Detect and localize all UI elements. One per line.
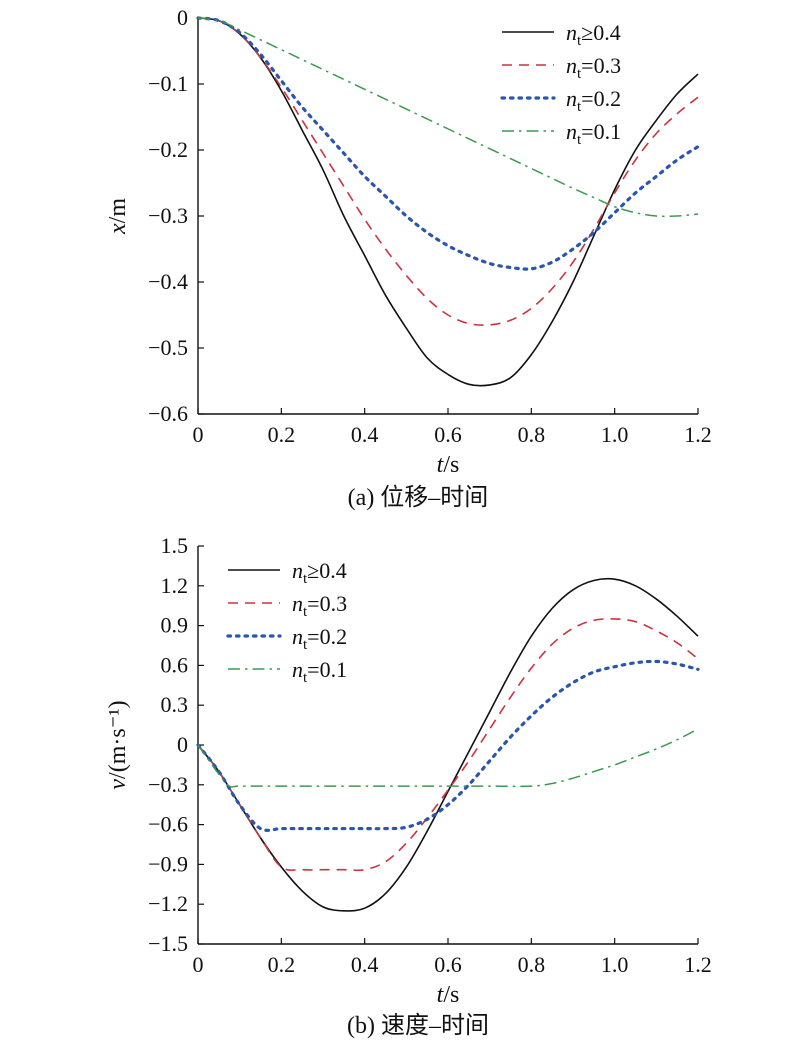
x-tick-label: 0.4 xyxy=(351,422,379,447)
figure-caption: (b) 速度–时间 xyxy=(347,1012,489,1039)
y-axis-label: x/m xyxy=(105,198,131,235)
y-tick-label: −0.6 xyxy=(148,812,188,837)
y-tick-label: 0 xyxy=(177,5,188,30)
x-tick-label: 0.4 xyxy=(351,952,379,977)
series-line xyxy=(197,618,699,872)
y-tick-label: −0.6 xyxy=(148,401,188,426)
y-tick-label: −0.9 xyxy=(148,851,188,876)
x-tick-label: 0.8 xyxy=(518,952,546,977)
x-tick-label: 1.0 xyxy=(601,422,629,447)
series-line xyxy=(197,17,699,218)
y-tick-label: −1.5 xyxy=(148,931,188,956)
y-tick-label: −0.3 xyxy=(148,203,188,228)
series-line xyxy=(196,16,700,271)
x-tick-label: 0.6 xyxy=(434,422,462,447)
x-tick-label: 0 xyxy=(193,422,204,447)
y-tick-label: 1.5 xyxy=(161,533,189,558)
y-tick-label: −0.4 xyxy=(148,269,188,294)
y-tick-label: 0.6 xyxy=(161,652,189,677)
y-tick-label: −1.2 xyxy=(148,891,188,916)
x-tick-label: 1.2 xyxy=(684,422,712,447)
series-line xyxy=(197,17,699,387)
chart-velocity: 0 0.2 0.4 0.6 0.8 1.0 1.2 1.5 1.2 0.9 0.6 0.3 0 −0.3 −… xyxy=(105,533,712,1039)
legend-label: nt=0.2 xyxy=(292,624,347,653)
x-tick-label: 0.2 xyxy=(268,952,296,977)
legend-label: nt=0.2 xyxy=(566,86,621,115)
y-tick-label: −0.1 xyxy=(148,71,188,96)
series-line xyxy=(197,577,699,912)
y-tick-label: 0 xyxy=(177,732,188,757)
legend-label: nt=0.3 xyxy=(292,591,347,620)
x-tick-label: 0.2 xyxy=(268,422,296,447)
y-tick-label: 1.2 xyxy=(161,573,189,598)
y-axis-label: v/(m·s⁻¹) xyxy=(105,700,131,789)
series-line xyxy=(196,659,700,832)
legend-label: nt≥0.4 xyxy=(292,558,347,587)
x-axis-label: t/s xyxy=(437,452,460,478)
x-tick-label: 0.6 xyxy=(434,952,462,977)
y-tick-label: −0.5 xyxy=(148,335,188,360)
legend-label: nt=0.1 xyxy=(566,119,621,148)
series-line xyxy=(197,17,699,326)
x-tick-label: 1.2 xyxy=(684,952,712,977)
x-tick-label: 1.0 xyxy=(601,952,629,977)
x-axis-label: t/s xyxy=(437,982,460,1008)
legend-label: nt=0.1 xyxy=(292,657,347,686)
legend-label: nt=0.3 xyxy=(566,53,621,82)
figure-caption: (a) 位移–时间 xyxy=(348,484,489,511)
y-tick-label: 0.9 xyxy=(161,613,189,638)
x-tick-label: 0.8 xyxy=(518,422,546,447)
series-line xyxy=(197,728,699,788)
x-tick-label: 0 xyxy=(193,952,204,977)
chart-displacement: 0 0.2 0.4 0.6 0.8 1.0 1.2 0 −0.1 −0.2 −0.3 −0.4 −0.5… xyxy=(105,5,712,511)
y-tick-label: −0.3 xyxy=(148,772,188,797)
y-tick-label: −0.2 xyxy=(148,137,188,162)
legend-label: nt≥0.4 xyxy=(566,20,621,49)
y-tick-label: 0.3 xyxy=(161,692,189,717)
